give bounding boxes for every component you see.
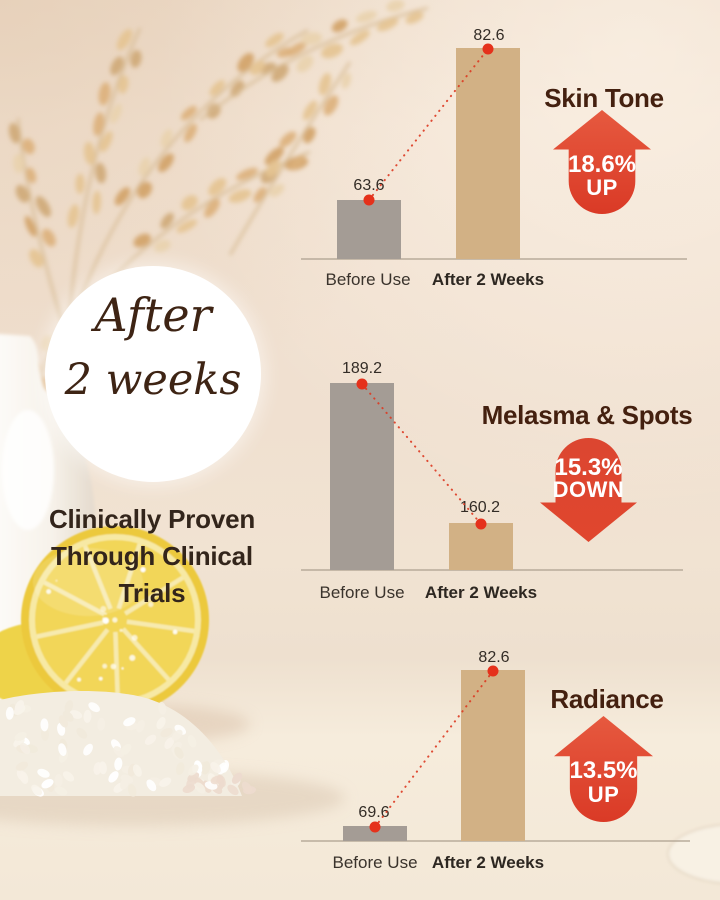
plate-edge-photo <box>667 824 720 884</box>
lemon-half-photo <box>0 526 209 714</box>
bar-after-2-weeks <box>456 48 520 259</box>
category-label-after: After 2 Weeks <box>424 583 538 602</box>
increase-arrow: 18.6% UP <box>553 110 651 214</box>
chart-title: Melasma & Spots <box>481 400 693 430</box>
change-percent: 15.3% <box>554 453 623 481</box>
tagline-line2: Through Clinical <box>51 541 253 571</box>
tagline: Clinically Proven Through Clinical Trial… <box>0 501 304 612</box>
category-label-after: After 2 Weeks <box>431 853 545 872</box>
increase-arrow: 13.5% UP <box>554 716 653 822</box>
value-label-before: 69.6 <box>358 804 390 821</box>
value-label-before: 189.2 <box>341 360 383 377</box>
value-label-after: 82.6 <box>473 27 505 44</box>
value-label-before: 63.6 <box>353 177 385 194</box>
category-label-after: After 2 Weeks <box>431 270 545 289</box>
chart-title: Skin Tone <box>544 83 664 113</box>
decrease-arrow: 15.3% DOWN <box>540 438 637 542</box>
change-direction: UP <box>587 781 620 807</box>
chart-title: Radiance <box>550 684 664 714</box>
up-arrow-icon <box>554 716 653 822</box>
axis-baseline <box>301 569 683 571</box>
change-direction: DOWN <box>552 476 625 502</box>
badge-text-line1: After <box>94 288 212 342</box>
bar-after-2-weeks <box>449 523 513 570</box>
change-direction: UP <box>586 174 618 200</box>
down-arrow-icon <box>540 438 637 542</box>
tagline-line3: Trials <box>118 578 186 608</box>
up-arrow-icon <box>553 110 651 214</box>
tagline-line1: Clinically Proven <box>48 504 256 534</box>
category-label-before: Before Use <box>319 583 405 602</box>
category-label-before: Before Use <box>325 270 411 289</box>
rice-pile-photo <box>0 690 257 797</box>
bar-before-use <box>330 383 394 570</box>
bar-before-use <box>343 826 407 841</box>
bar-after-2-weeks <box>461 670 525 841</box>
change-percent: 18.6% <box>567 150 637 178</box>
axis-baseline <box>301 258 687 260</box>
change-percent: 13.5% <box>569 757 638 785</box>
bar-before-use <box>337 200 401 259</box>
axis-baseline <box>301 840 690 842</box>
value-label-after: 82.6 <box>478 649 510 666</box>
badge-text-line2: 2 weeks <box>64 355 242 405</box>
category-label-before: Before Use <box>332 853 418 872</box>
after-2-weeks-badge: After 2 weeks <box>45 266 261 482</box>
value-label-after: 160.2 <box>459 499 501 516</box>
